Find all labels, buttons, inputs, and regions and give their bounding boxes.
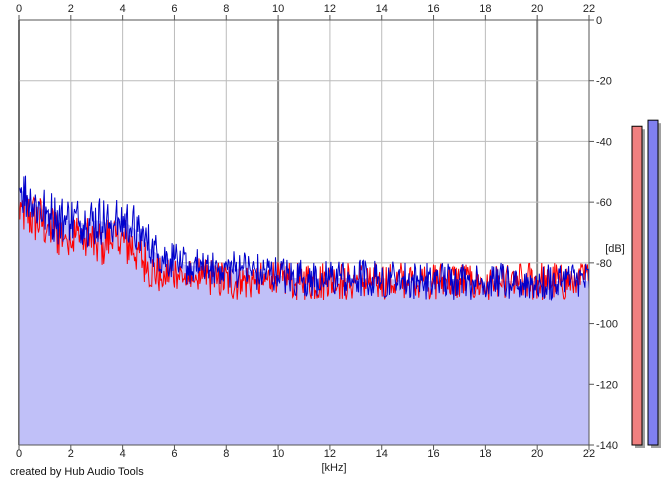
x-tick-label-top: 6 bbox=[171, 3, 177, 15]
x-tick-label-bottom: 20 bbox=[531, 448, 543, 460]
plot-frame bbox=[18, 19, 590, 446]
credit-text: created by Hub Audio Tools bbox=[10, 466, 144, 478]
x-tick-label-top: 4 bbox=[120, 3, 126, 15]
level-meters bbox=[631, 119, 661, 448]
spectrum-area bbox=[19, 187, 589, 445]
y-axis-label: [dB] bbox=[605, 243, 625, 255]
y-tick-label: -40 bbox=[596, 136, 612, 148]
x-tick-label-bottom: 10 bbox=[272, 448, 284, 460]
x-tick-label-top: 20 bbox=[531, 3, 543, 15]
x-tick-label-top: 2 bbox=[68, 3, 74, 15]
plot-axes bbox=[18, 15, 594, 450]
level-meter-bar bbox=[647, 119, 659, 446]
tick-labels: 002244668810101212141416161818202022220-… bbox=[16, 3, 618, 460]
x-tick-label-bottom: 12 bbox=[324, 448, 336, 460]
spectrum-fill bbox=[19, 187, 589, 445]
y-tick-label: -120 bbox=[596, 379, 618, 391]
y-tick-label: 0 bbox=[596, 15, 602, 27]
y-tick-label: -60 bbox=[596, 197, 612, 209]
x-tick-label-bottom: 22 bbox=[583, 448, 595, 460]
x-tick-label-top: 18 bbox=[479, 3, 491, 15]
spectrum-trace-blue bbox=[18, 175, 590, 302]
y-tick-label: -140 bbox=[596, 440, 618, 452]
y-tick-label: -20 bbox=[596, 76, 612, 88]
x-tick-label-bottom: 4 bbox=[120, 448, 126, 460]
spectrum-lines bbox=[18, 175, 590, 302]
x-tick-label-top: 0 bbox=[16, 3, 22, 15]
x-tick-label-bottom: 14 bbox=[376, 448, 388, 460]
x-tick-label-top: 14 bbox=[376, 3, 388, 15]
x-tick-label-top: 12 bbox=[324, 3, 336, 15]
y-tick-label: -80 bbox=[596, 258, 612, 270]
x-tick-label-bottom: 8 bbox=[223, 448, 229, 460]
x-tick-label-bottom: 6 bbox=[171, 448, 177, 460]
level-meter-bar bbox=[631, 125, 643, 446]
x-tick-label-top: 10 bbox=[272, 3, 284, 15]
x-tick-label-bottom: 0 bbox=[16, 448, 22, 460]
x-tick-label-top: 22 bbox=[583, 3, 595, 15]
x-axis-label: [kHz] bbox=[321, 462, 346, 474]
y-tick-label: -100 bbox=[596, 319, 618, 331]
x-tick-label-top: 8 bbox=[223, 3, 229, 15]
x-tick-label-bottom: 18 bbox=[479, 448, 491, 460]
x-tick-label-bottom: 2 bbox=[68, 448, 74, 460]
x-tick-label-top: 16 bbox=[427, 3, 439, 15]
x-tick-label-bottom: 16 bbox=[427, 448, 439, 460]
